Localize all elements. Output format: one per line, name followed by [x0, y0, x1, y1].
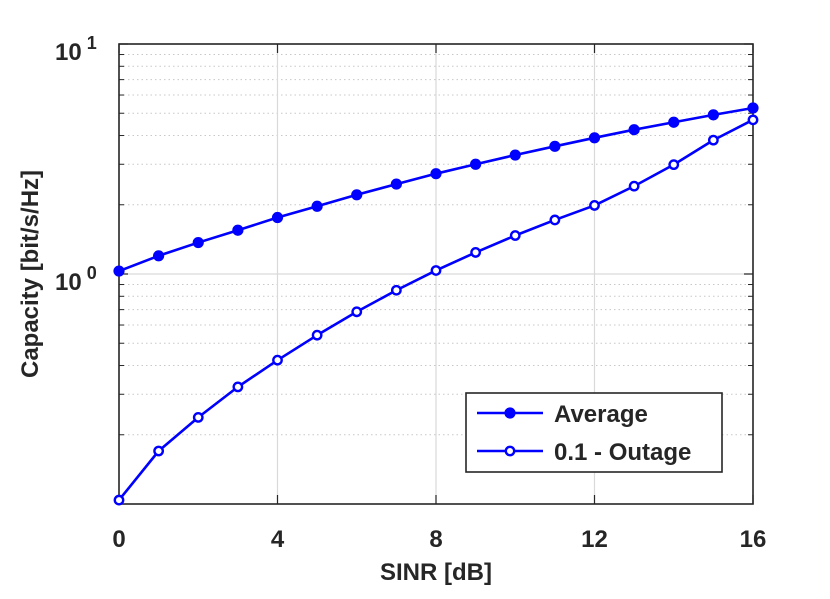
data-point-average — [588, 132, 601, 144]
series-layer — [113, 102, 759, 506]
data-point-average — [113, 265, 125, 277]
data-point-outage — [390, 284, 402, 296]
data-point-outage — [589, 200, 600, 211]
data-point-average — [549, 140, 561, 152]
data-point-outage — [628, 180, 640, 192]
data-point-average — [232, 224, 244, 236]
data-point-outage — [311, 329, 323, 341]
data-point-average — [509, 149, 521, 161]
data-point-average — [747, 102, 759, 114]
x-tick-label: 0 — [112, 526, 125, 553]
data-point-outage — [113, 494, 125, 506]
x-tick-label: 4 — [271, 526, 285, 553]
axis-ticks — [118, 43, 754, 504]
data-point-average — [707, 109, 719, 121]
legend-label-average: Average — [554, 401, 648, 428]
x-tick-labels: 0 4 8 12 16 — [112, 526, 766, 553]
legend-marker-average — [504, 407, 516, 419]
x-tick-label: 12 — [581, 526, 608, 553]
data-point-average — [271, 211, 284, 224]
data-point-average — [390, 178, 402, 190]
x-tick-label: 16 — [740, 526, 767, 553]
y-tick-label: 10 1 — [55, 33, 97, 66]
y-axis-label: Capacity [bit/s/Hz] — [17, 170, 44, 378]
data-point-average — [430, 168, 442, 180]
data-point-outage — [232, 381, 244, 393]
data-point-average — [153, 250, 165, 262]
data-point-outage — [707, 134, 719, 146]
data-point-average — [470, 158, 482, 170]
data-point-outage — [470, 247, 482, 258]
y-tick-label: 10 0 — [55, 263, 97, 296]
data-point-outage — [192, 411, 204, 423]
data-point-average — [192, 236, 204, 249]
data-point-outage — [430, 265, 442, 276]
data-point-outage — [272, 354, 283, 366]
data-point-average — [668, 116, 680, 128]
data-point-outage — [549, 214, 561, 226]
data-point-outage — [153, 445, 165, 457]
data-point-outage — [747, 114, 759, 126]
data-point-average — [311, 200, 323, 212]
legend-label-outage: 0.1 - Outage — [554, 439, 691, 466]
legend: Average 0.1 - Outage — [465, 392, 723, 473]
legend-marker-outage — [504, 445, 516, 457]
legend-box — [465, 392, 723, 473]
data-point-average — [351, 189, 363, 201]
x-axis-label: SINR [dB] — [380, 559, 492, 586]
data-point-outage — [668, 159, 680, 171]
x-tick-label: 8 — [429, 526, 442, 553]
data-point-outage — [351, 306, 363, 318]
data-point-average — [628, 124, 640, 136]
data-point-outage — [509, 230, 521, 241]
